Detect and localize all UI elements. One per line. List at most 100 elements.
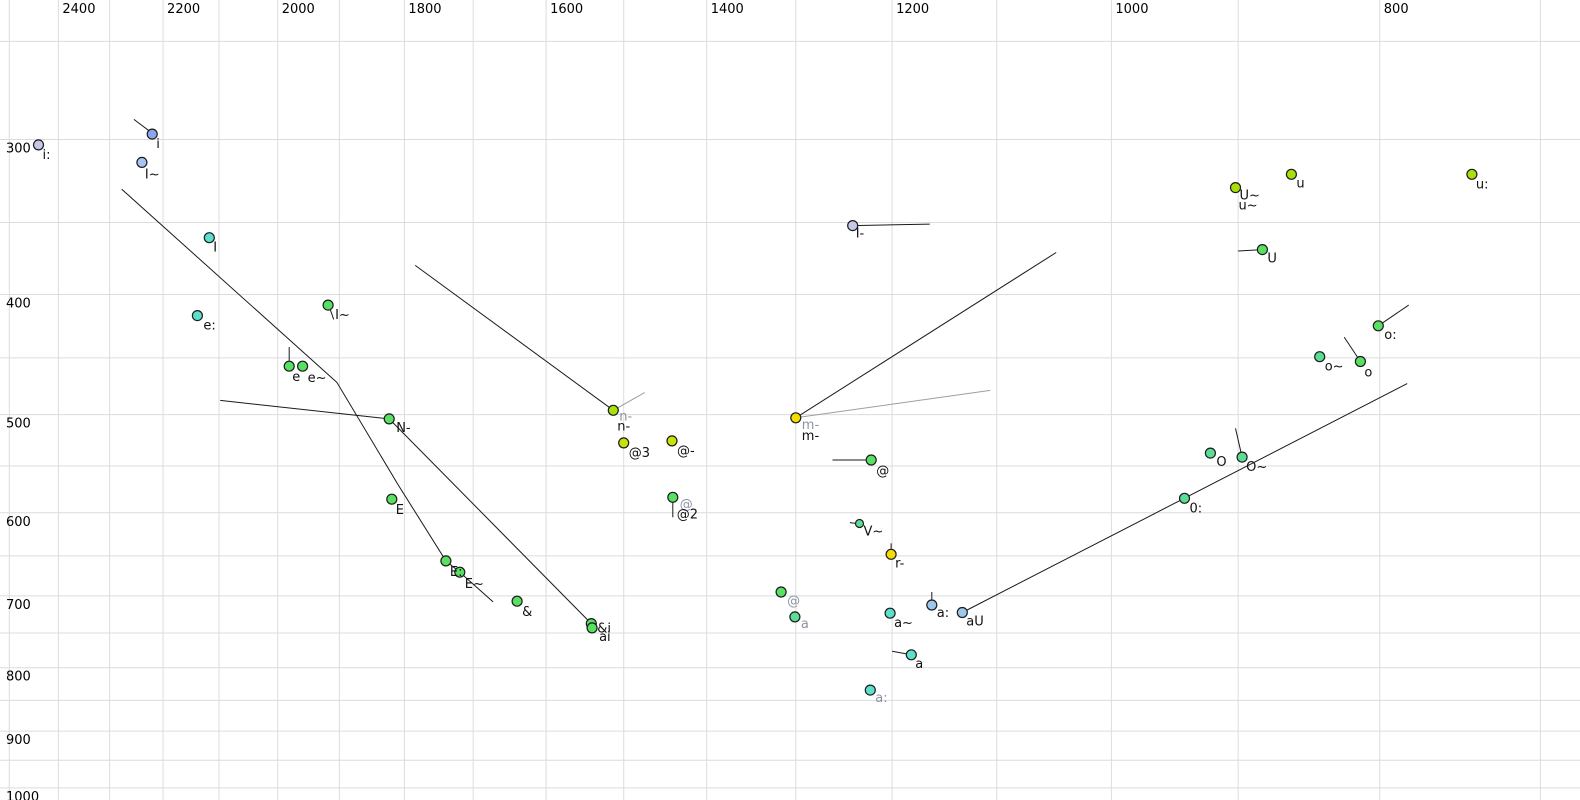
data-point-E:: [440, 555, 452, 567]
data-points: [32, 128, 1478, 696]
data-point-u:: [1466, 168, 1478, 180]
data-point-e: [283, 360, 295, 372]
trajectory-line: [220, 399, 390, 420]
data-point-i: [146, 128, 158, 140]
point-label-e: e: [292, 370, 300, 385]
point-label-E~: E~: [465, 577, 484, 592]
data-point-a~: [884, 607, 896, 619]
point-label-ai: ai: [599, 630, 611, 645]
y-axis-labels: 300 400 500 600 700 800 900 1000: [6, 142, 39, 800]
point-label-n-: n-: [619, 409, 632, 424]
point-label-U: U: [1267, 252, 1277, 267]
point-label-o~: o~: [1325, 360, 1344, 375]
data-point-@3: [618, 437, 630, 449]
point-label-E:: E:: [450, 565, 463, 580]
data-point-a: [789, 611, 801, 623]
trajectory-lines: [121, 119, 1409, 656]
data-point-@: [865, 454, 877, 466]
point-label-a:: a:: [875, 691, 887, 706]
y-tick-label: 500: [6, 417, 31, 432]
point-label-u: u: [1296, 176, 1304, 191]
y-tick-label: 700: [6, 598, 31, 613]
data-point-E: [386, 493, 398, 505]
point-label-a:: a:: [937, 606, 949, 621]
x-tick-label: 1000: [1115, 2, 1148, 17]
point-label-n-: n-: [617, 419, 630, 434]
trajectory-line: [388, 418, 592, 624]
point-label-aU: aU: [966, 615, 983, 630]
trajectory-line: [795, 252, 1057, 419]
data-point-@: [775, 586, 787, 598]
data-point-o: [1354, 355, 1367, 368]
point-label-a~: a~: [894, 616, 913, 631]
data-point-I~: [322, 299, 334, 311]
x-tick-label: 1800: [408, 2, 441, 17]
data-point-N-: [383, 413, 395, 425]
data-point-V~: [854, 518, 865, 529]
trajectory-line: [414, 264, 614, 411]
data-point-@: [667, 491, 679, 503]
data-point-a: [905, 649, 917, 661]
point-label-@2: @2: [677, 507, 698, 522]
data-point-aU: [956, 606, 968, 619]
y-tick-label: 900: [6, 733, 31, 748]
data-point-I~: [136, 156, 148, 168]
point-label-@: @: [680, 497, 693, 512]
data-point-&: [511, 595, 523, 607]
point-label-I: I: [213, 241, 217, 256]
data-point-ai: [586, 622, 598, 634]
point-label-@: @: [787, 594, 800, 609]
point-label-@: @: [876, 464, 889, 479]
data-point-r-: [885, 548, 897, 560]
point-label-N-: N-: [396, 421, 411, 436]
y-tick-label: 1000: [6, 790, 39, 800]
x-tick-label: 1600: [550, 2, 583, 17]
x-tick-label: 2200: [167, 2, 200, 17]
x-tick-label: 2000: [282, 2, 315, 17]
point-label-I-: I-: [856, 227, 865, 242]
data-point-U: [1256, 244, 1269, 256]
point-label-m-: m-: [802, 429, 820, 444]
y-tick-label: 800: [6, 670, 31, 685]
x-tick-label: 1200: [896, 2, 929, 17]
trajectory-line: [613, 392, 645, 411]
y-tick-label: 400: [6, 296, 31, 311]
y-tick-label: 600: [6, 515, 31, 530]
trajectory-line: [1378, 304, 1409, 327]
point-label-r-: r-: [895, 556, 905, 571]
data-point-O~: [1236, 451, 1248, 463]
data-point-i:: [32, 139, 45, 151]
point-label-O: O: [1216, 455, 1226, 470]
point-label-i: i: [156, 137, 160, 152]
point-label-e~: e~: [308, 371, 327, 386]
point-label-I~: I~: [335, 308, 350, 323]
data-point-a:: [864, 684, 876, 696]
point-label-I~: I~: [145, 167, 160, 182]
data-point-e:: [191, 310, 203, 322]
data-point-0:: [1178, 492, 1191, 504]
point-label-a: a: [801, 617, 809, 632]
x-tick-label: 1400: [711, 2, 744, 17]
point-label-@3: @3: [629, 446, 650, 461]
data-point-o:: [1372, 320, 1384, 332]
point-label-V~: V~: [864, 525, 884, 540]
point-label-u~: u~: [1239, 199, 1258, 214]
point-label-&i: &i: [597, 622, 611, 637]
point-label-e:: e:: [203, 319, 215, 334]
data-point-e~: [297, 360, 309, 372]
x-tick-label: 2400: [62, 2, 95, 17]
point-label-i:: i:: [43, 148, 51, 163]
point-label-@-: @-: [677, 444, 695, 459]
data-point-o~: [1314, 351, 1326, 363]
point-label-o: o: [1364, 366, 1372, 381]
point-label-&: &: [522, 605, 532, 620]
trajectory-line: [795, 389, 991, 419]
data-point-u: [1285, 168, 1298, 180]
trajectory-line: [121, 188, 494, 603]
point-label-o:: o:: [1384, 328, 1396, 343]
y-tick-label: 300: [6, 142, 31, 157]
data-point-a:: [926, 599, 938, 611]
data-point-n-: [607, 404, 619, 416]
